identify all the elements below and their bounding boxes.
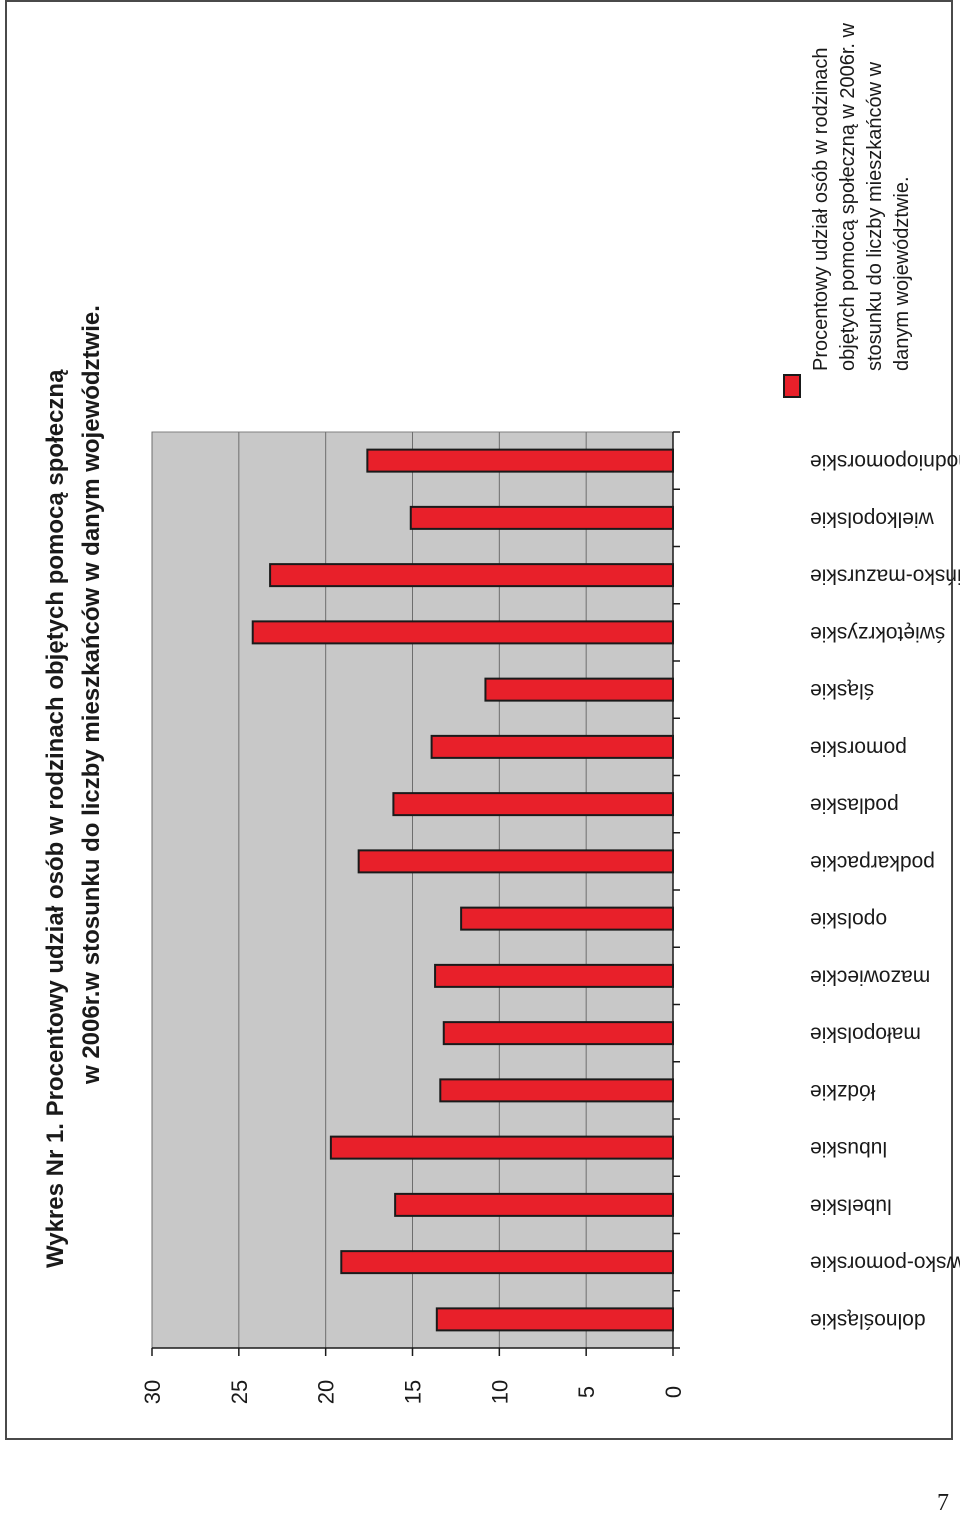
value-tick-label: 5 [574,1386,599,1398]
category-label: małopolskie [810,1023,921,1046]
category-label: pomorskie [810,736,907,759]
bar [357,849,674,874]
bar [435,1307,674,1332]
legend-label: Procentowy udział osób w rodzinach objęt… [810,23,913,371]
category-label: dolnośląskie [810,1309,926,1332]
category-label: warmińsko-mazurskie [810,565,960,588]
bar [460,906,675,931]
bar [442,1021,675,1046]
value-tick-label: 20 [314,1380,339,1404]
category-label: zachodniopomorskie [810,450,960,473]
category-label: podkarpackie [810,851,935,874]
category-label: wielkopolskie [810,507,935,530]
bar [392,792,674,817]
bar [439,1078,674,1103]
category-label: świętokrzyskie [810,622,945,645]
value-tick-label: 15 [401,1380,426,1404]
category-label: śląskie [810,679,874,702]
category-label: lubelskie [810,1194,892,1217]
bar [484,677,674,702]
legend-swatch [783,374,801,398]
category-label: lubuskie [810,1137,887,1160]
value-tick-label: 10 [487,1380,512,1404]
bar [434,963,674,988]
category-label: opolskie [810,908,887,931]
bar [394,1192,674,1217]
bar [251,620,675,645]
category-label: kujawsko-pomorskie [810,1252,960,1275]
category-label: łódzkie [810,1080,875,1103]
bar [340,1250,674,1275]
value-tick-label: 30 [140,1380,165,1404]
bar [430,734,674,759]
bar [269,563,674,588]
category-label: podlaskie [810,794,899,817]
bar [329,1135,674,1160]
category-label: mazowieckie [810,965,930,988]
page-number: 7 [937,1490,949,1516]
bar [366,448,674,473]
value-tick-label: 0 [661,1386,686,1398]
bar [409,505,674,530]
value-tick-label: 25 [227,1380,252,1404]
